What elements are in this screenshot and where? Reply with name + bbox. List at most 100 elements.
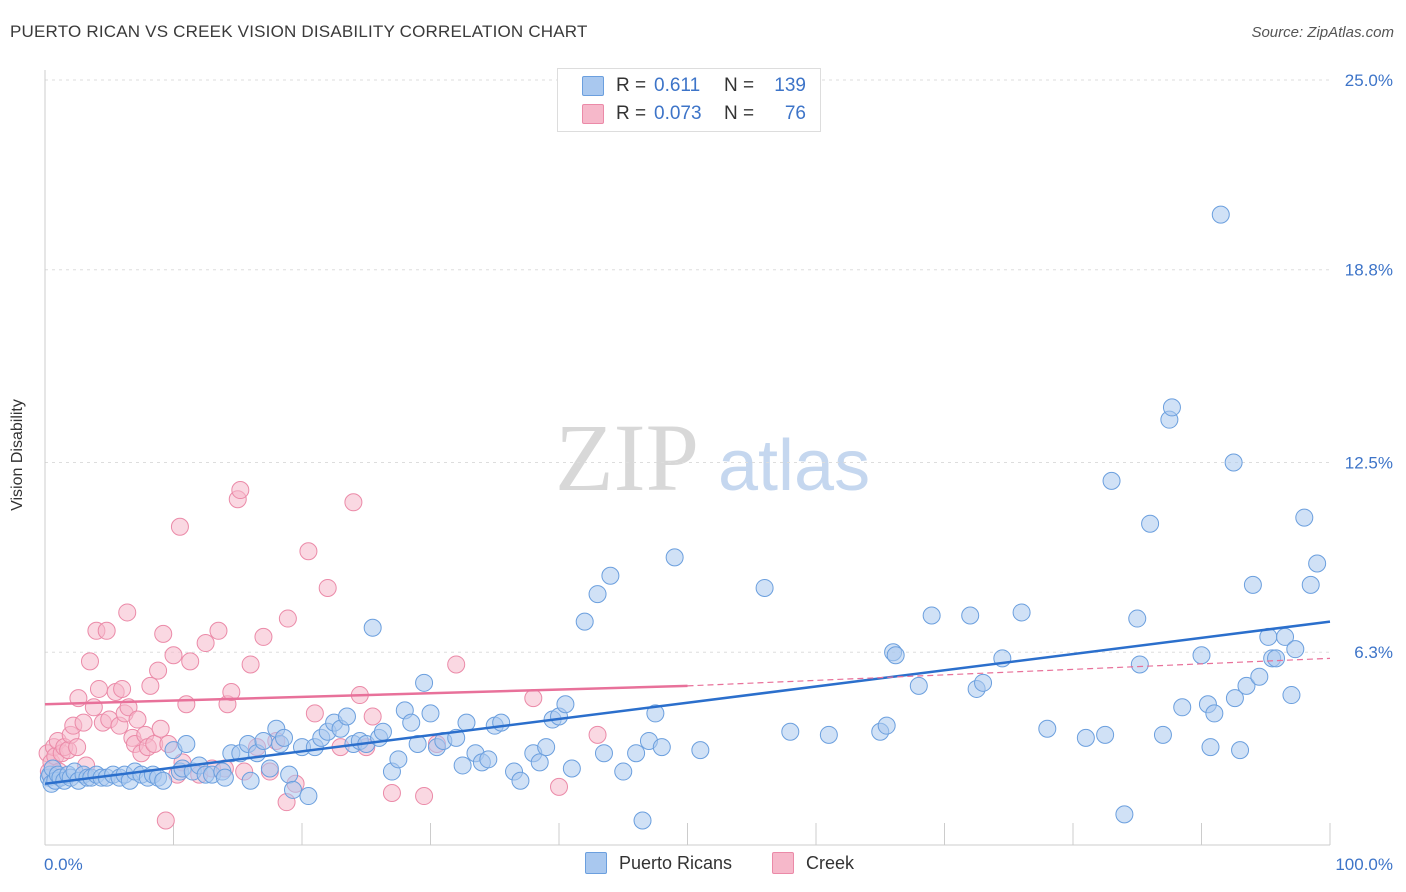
watermark-atlas: atlas — [718, 426, 870, 506]
puerto-rican-point — [665, 548, 684, 567]
creek-point — [164, 646, 183, 665]
bottom-legend-creek: Creek — [772, 852, 854, 874]
creek-point — [447, 655, 466, 674]
puerto-rican-point — [1250, 667, 1269, 686]
watermark: ZIP atlas — [555, 404, 870, 511]
creek-point — [524, 689, 543, 708]
puerto-rican-point — [819, 725, 838, 744]
puerto-rican-point — [1192, 646, 1211, 665]
puerto-rican-point — [1130, 655, 1149, 674]
creek-point — [318, 578, 337, 597]
creek-point — [181, 652, 200, 671]
puerto-rican-point — [154, 771, 173, 790]
puerto-rican-point — [284, 780, 303, 799]
creek-point — [382, 783, 401, 802]
puerto-rican-point — [1224, 453, 1243, 472]
puerto-rican-point — [1038, 719, 1057, 738]
creek-point — [74, 713, 93, 732]
creek-point — [278, 609, 297, 628]
puerto-rican-point — [1225, 689, 1244, 708]
puerto-rican-point — [215, 768, 234, 787]
legend-swatch-blue — [582, 76, 604, 96]
puerto-rican-point — [415, 673, 434, 692]
legend: R = 0.611 N = 139 R = 0.073 N = 76 — [557, 68, 821, 132]
creek-trend-line-extrapolated — [687, 657, 1331, 687]
puerto-rican-point — [1295, 508, 1314, 527]
puerto-rican-point — [601, 566, 620, 585]
legend-r-label: R = — [616, 75, 647, 96]
grid-lines — [45, 79, 1330, 653]
puerto-rican-point — [961, 606, 980, 625]
creek-points — [38, 481, 607, 830]
x-tick-label-max: 100.0% — [1335, 855, 1393, 874]
puerto-rican-point — [1211, 205, 1230, 224]
creek-point — [344, 493, 363, 512]
creek-point — [128, 710, 147, 729]
y-tick-label: 6.3% — [1354, 643, 1393, 662]
legend-n-label: N = — [724, 75, 755, 96]
creek-point — [241, 655, 260, 674]
puerto-rican-point — [1201, 738, 1220, 757]
puerto-rican-point — [1076, 728, 1095, 747]
puerto-rican-point — [1286, 640, 1305, 659]
puerto-rican-point — [652, 738, 671, 757]
puerto-rican-point — [421, 704, 440, 723]
puerto-rican-point — [275, 728, 294, 747]
creek-point — [154, 624, 173, 643]
legend-r-value: 0.611 — [654, 75, 701, 96]
creek-point — [550, 777, 568, 796]
creek-point — [80, 652, 99, 671]
puerto-rican-point — [511, 771, 530, 790]
puerto-rican-point — [755, 578, 774, 597]
creek-point — [305, 704, 324, 723]
puerto-rican-point — [877, 716, 896, 735]
creek-point — [113, 679, 132, 698]
puerto-rican-point — [373, 722, 392, 741]
puerto-rican-point — [781, 722, 800, 741]
puerto-rican-point — [337, 707, 356, 726]
creek-point — [177, 695, 196, 714]
puerto-rican-point — [588, 585, 607, 604]
puerto-rican-point — [1162, 398, 1181, 417]
puerto-rican-point — [299, 787, 318, 806]
puerto-rican-point — [241, 771, 260, 790]
puerto-rican-point — [537, 738, 556, 757]
puerto-rican-point — [691, 741, 710, 760]
puerto-rican-point — [627, 744, 646, 763]
legend-row-puerto-ricans: R = 0.611 N = 139 — [582, 73, 806, 99]
puerto-rican-point — [614, 762, 633, 781]
puerto-rican-point — [260, 759, 279, 778]
bottom-legend-label: Puerto Ricans — [619, 852, 733, 873]
puerto-rican-point — [1128, 609, 1147, 628]
creek-point — [170, 517, 189, 536]
puerto-rican-point — [1096, 725, 1115, 744]
puerto-rican-point — [453, 756, 472, 775]
y-tick-label: 12.5% — [1345, 454, 1393, 473]
bottom-legend-swatch-blue — [585, 852, 607, 874]
puerto-rican-trend-line — [44, 620, 1331, 786]
watermark-zip: ZIP — [555, 404, 699, 511]
x-tick-label-min: 0.0% — [44, 855, 83, 874]
creek-point — [89, 679, 108, 698]
puerto-rican-point — [1282, 686, 1301, 705]
puerto-rican-point — [177, 735, 196, 754]
puerto-rican-point — [280, 765, 299, 784]
y-tick-label: 18.8% — [1345, 261, 1393, 280]
puerto-rican-point — [389, 750, 408, 769]
source-label: Source: ZipAtlas.com — [1251, 24, 1394, 41]
puerto-rican-point — [1237, 676, 1256, 695]
legend-row-creek: R = 0.073 N = 76 — [582, 101, 806, 127]
puerto-rican-point — [1231, 741, 1250, 760]
puerto-rican-point — [1153, 725, 1172, 744]
puerto-rican-point — [646, 704, 665, 723]
legend-n-value: 139 — [774, 75, 806, 96]
puerto-rican-point — [974, 673, 993, 692]
bottom-legend-label: Creek — [806, 852, 855, 873]
puerto-rican-points — [39, 205, 1327, 830]
puerto-rican-point — [594, 744, 613, 763]
puerto-rican-point — [1267, 649, 1286, 668]
creek-point — [141, 676, 160, 695]
puerto-rican-point — [363, 618, 382, 637]
creek-trend-line — [44, 684, 688, 706]
